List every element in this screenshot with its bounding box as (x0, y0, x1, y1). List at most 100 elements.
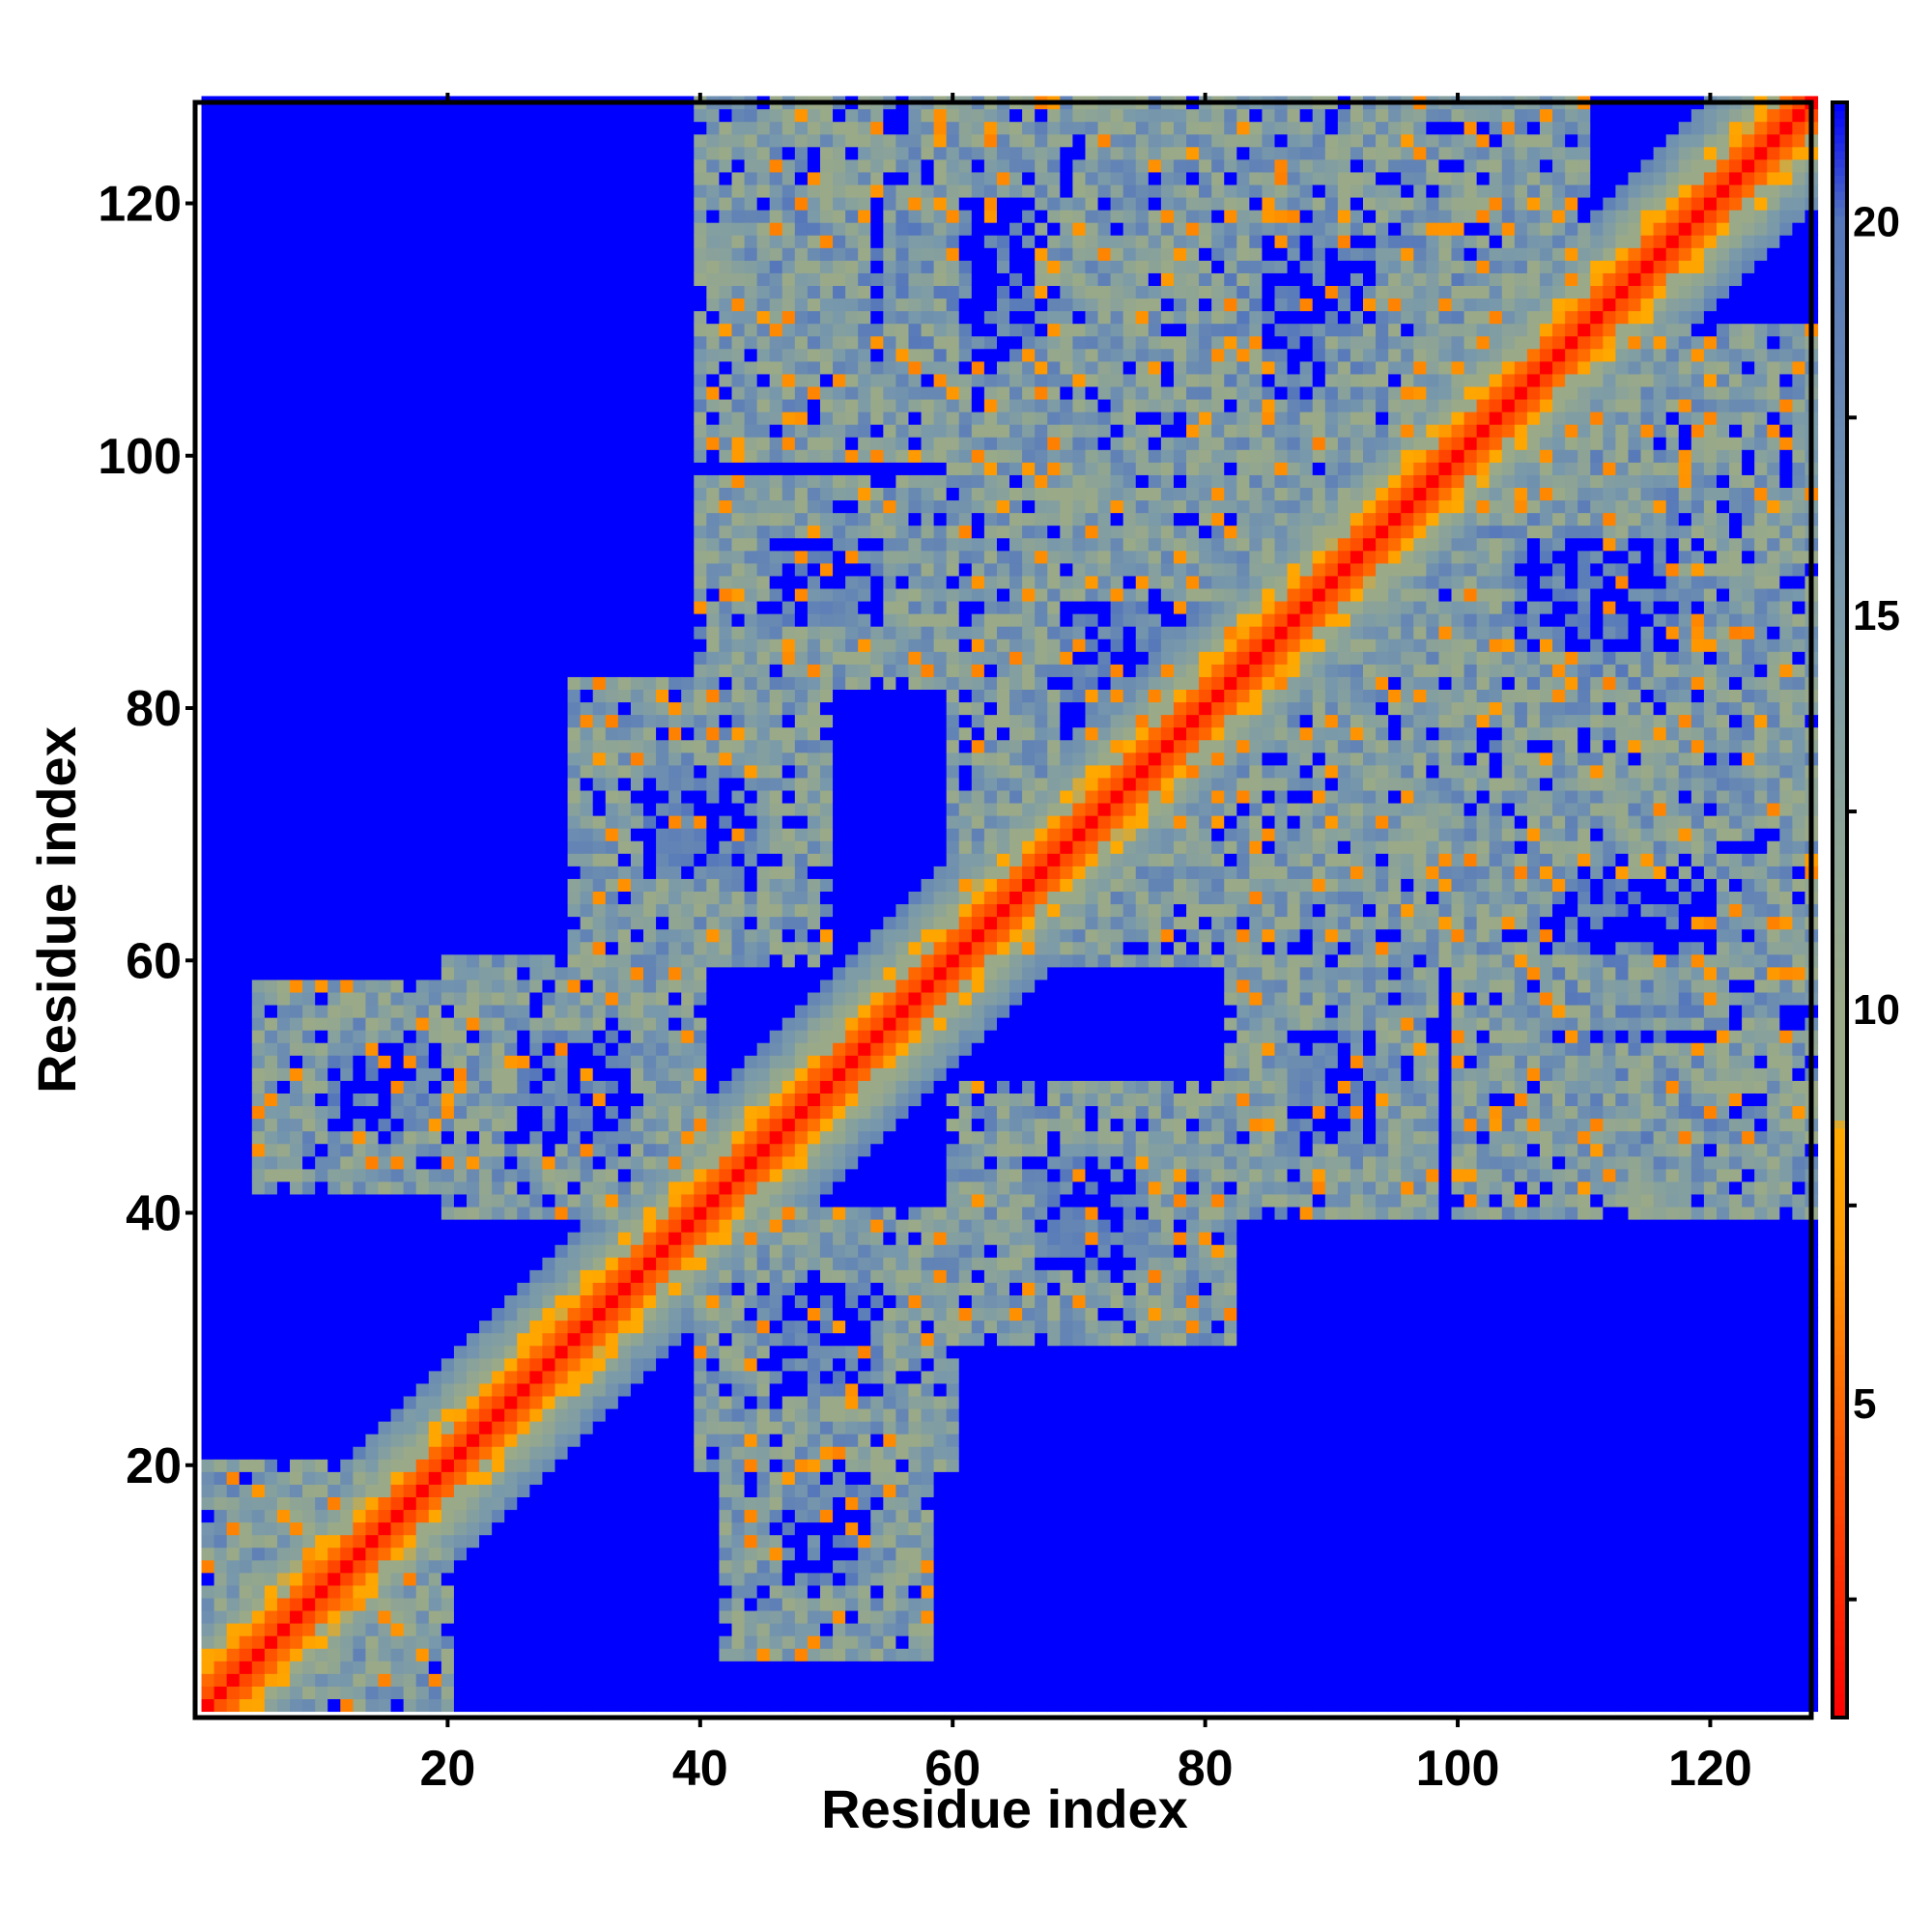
heatmap-cell (567, 1661, 582, 1674)
heatmap-cell (467, 840, 480, 854)
heatmap-cell (567, 1320, 582, 1334)
heatmap-cell (213, 1584, 228, 1599)
heatmap-cell (580, 487, 594, 501)
heatmap-cell (428, 726, 442, 741)
heatmap-cell (492, 991, 505, 1006)
heatmap-cell (492, 348, 505, 362)
heatmap-cell (504, 1382, 518, 1397)
heatmap-cell (239, 348, 253, 362)
heatmap-cell (378, 537, 392, 552)
heatmap-cell (681, 133, 695, 148)
heatmap-cell (353, 840, 367, 854)
heatmap-cell (315, 1509, 328, 1523)
heatmap-cell (290, 777, 303, 791)
heatmap-cell (567, 1232, 582, 1245)
heatmap-cell (390, 953, 405, 968)
heatmap-cell (390, 1244, 405, 1258)
heatmap-cell (428, 298, 442, 312)
heatmap-cell (340, 1180, 354, 1195)
heatmap-cell (201, 739, 215, 753)
heatmap-cell (327, 525, 341, 539)
heatmap-cell (264, 1155, 278, 1170)
heatmap-cell (567, 979, 582, 993)
heatmap-cell (467, 752, 480, 766)
heatmap-cell (643, 626, 657, 639)
heatmap-cell (365, 1042, 380, 1056)
heatmap-cell (542, 613, 556, 627)
heatmap-cell (403, 1459, 417, 1472)
heatmap-cell (302, 941, 316, 955)
heatmap-cell (302, 575, 316, 589)
heatmap-cell (567, 891, 582, 905)
heatmap-cell (290, 1055, 303, 1068)
heatmap-cell (290, 550, 303, 564)
heatmap-cell (542, 1648, 556, 1662)
heatmap-cell (467, 323, 480, 337)
heatmap-cell (264, 1282, 278, 1295)
heatmap-cell (440, 840, 455, 854)
heatmap-cell (415, 941, 430, 955)
heatmap-cell (592, 701, 607, 716)
heatmap-cell (467, 272, 480, 286)
heatmap-cell (290, 916, 303, 930)
heatmap-cell (353, 587, 367, 602)
heatmap-cell (390, 1559, 405, 1574)
heatmap-cell (440, 348, 455, 362)
heatmap-cell (529, 487, 544, 501)
heatmap-cell (681, 1572, 695, 1586)
heatmap-cell (668, 1609, 682, 1624)
heatmap-cell (668, 840, 682, 854)
heatmap-cell (327, 1584, 341, 1599)
heatmap-cell (226, 1080, 241, 1094)
heatmap-cell (378, 866, 392, 879)
heatmap-cell (592, 235, 607, 248)
heatmap-cell (340, 348, 354, 362)
heatmap-cell (580, 1686, 594, 1699)
heatmap-cell (290, 158, 303, 173)
heatmap-cell (580, 1055, 594, 1068)
heatmap-cell (605, 651, 619, 665)
heatmap-cell (276, 1067, 291, 1081)
heatmap-cell (365, 310, 380, 325)
heatmap-cell (492, 1357, 505, 1372)
heatmap-cell (264, 752, 278, 766)
heatmap-cell (365, 1320, 380, 1334)
heatmap-cell (415, 626, 430, 639)
heatmap-cell (479, 348, 493, 362)
heatmap-cell (668, 1004, 682, 1018)
heatmap-cell (467, 928, 480, 943)
heatmap-cell (365, 1661, 380, 1674)
heatmap-cell (504, 437, 518, 450)
heatmap-cell (264, 777, 278, 791)
heatmap-cell (617, 928, 632, 943)
heatmap-cell (681, 1559, 695, 1574)
heatmap-cell (517, 1345, 530, 1359)
heatmap-cell (440, 285, 455, 299)
heatmap-cell (302, 726, 316, 741)
heatmap-cell (276, 1407, 291, 1422)
heatmap-cell (479, 726, 493, 741)
heatmap-cell (276, 1686, 291, 1699)
heatmap-cell (440, 1459, 455, 1472)
heatmap-cell (264, 1534, 278, 1548)
heatmap-cell (517, 1357, 530, 1372)
heatmap-cell (492, 878, 505, 892)
heatmap-cell (479, 1345, 493, 1359)
heatmap-cell (340, 285, 354, 299)
heatmap-cell (276, 1661, 291, 1674)
heatmap-cell (453, 1332, 468, 1347)
heatmap-cell (226, 1407, 241, 1422)
heatmap-cell (340, 1509, 354, 1523)
heatmap-cell (592, 1686, 607, 1699)
heatmap-cell (251, 1521, 266, 1536)
heatmap-cell (213, 651, 228, 665)
heatmap-cell (264, 1496, 278, 1511)
heatmap-cell (415, 639, 430, 652)
heatmap-cell (251, 1168, 266, 1182)
heatmap-cell (276, 1332, 291, 1347)
heatmap-cell (290, 1042, 303, 1056)
heatmap-cell (453, 866, 468, 879)
heatmap-cell (251, 789, 266, 804)
heatmap-cell (479, 626, 493, 639)
heatmap-cell (605, 752, 619, 766)
